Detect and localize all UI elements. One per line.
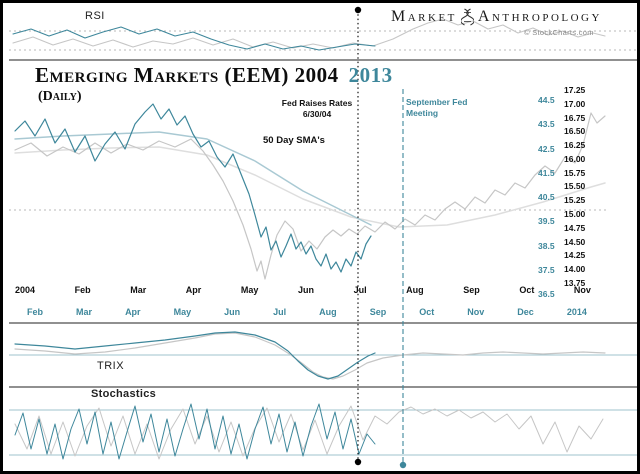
x-axis-2004: 2004 Feb Mar Apr May Jun Jul Aug Sep Oct Nov bbox=[15, 285, 591, 295]
month-label-2004: Jul bbox=[353, 285, 367, 295]
month-label-2013: Feb bbox=[27, 307, 44, 317]
stochastics-panel-label: Stochastics bbox=[91, 388, 157, 400]
price-label-2004: 15.50 bbox=[564, 181, 586, 192]
rsi-panel-label: RSI bbox=[85, 10, 105, 22]
brand-logo: Market Anthropology bbox=[391, 8, 602, 26]
month-label-2013: May bbox=[173, 307, 192, 317]
fed-raises-rates-date: 6/30/04 bbox=[302, 109, 332, 119]
trix-trix-2013-line bbox=[14, 332, 606, 380]
month-label-2004: Aug bbox=[406, 285, 424, 295]
fed-raises-rates-annotation: Fed Raises Rates 6/30/04 bbox=[279, 98, 355, 120]
month-label-2004: Feb bbox=[74, 285, 91, 295]
copyright-text: © StockCharts.com bbox=[524, 28, 594, 37]
price-label-2004: 17.00 bbox=[564, 98, 586, 109]
price-label-2004: 13.75 bbox=[564, 277, 586, 288]
month-label-2004: May bbox=[240, 285, 259, 295]
month-label-2013: Mar bbox=[76, 307, 93, 317]
stoch-stoch-2004-line bbox=[14, 403, 376, 460]
price-label-2013: 41.5 bbox=[538, 167, 555, 178]
price-label-2004: 16.50 bbox=[564, 126, 586, 137]
price-label-2004: 15.25 bbox=[564, 195, 586, 206]
y-axis-2013: 44.5 43.5 42.5 41.5 40.5 39.5 38.5 37.5 36.5 bbox=[538, 95, 562, 299]
month-label-2013: Jul bbox=[273, 307, 287, 317]
month-label-2013: 2014 bbox=[566, 307, 587, 317]
trix-panel-label: TRIX bbox=[97, 360, 125, 372]
rsi-rsi-2004-line bbox=[12, 26, 376, 51]
month-label-2004: Mar bbox=[130, 285, 147, 295]
price-eem-2004-line bbox=[14, 103, 372, 273]
price-sma50-2004-line bbox=[14, 131, 372, 226]
price-label-2004: 17.25 bbox=[564, 85, 586, 95]
month-label-2013: Aug bbox=[319, 307, 337, 317]
price-label-2004: 16.25 bbox=[564, 140, 586, 151]
dna-helix-icon bbox=[460, 8, 474, 26]
chart-canvas bbox=[9, 6, 637, 469]
month-label-2013: Oct bbox=[419, 307, 435, 317]
september-fed-meeting-annotation: September Fed Meeting bbox=[406, 97, 486, 119]
price-label-2013: 44.5 bbox=[538, 95, 555, 105]
price-label-2013: 40.5 bbox=[538, 192, 555, 202]
price-label-2013: 38.5 bbox=[538, 240, 555, 251]
price-label-2013: 43.5 bbox=[538, 119, 555, 130]
price-label-2004: 16.00 bbox=[564, 153, 586, 164]
y-axis-2004: 17.25 17.00 16.75 16.50 16.25 16.00 15.75 15.50… bbox=[564, 85, 592, 288]
chart-title-2004: Emerging Markets (EEM) 2004 bbox=[35, 63, 339, 87]
price-label-2013: 37.5 bbox=[538, 264, 555, 275]
price-label-2013: 39.5 bbox=[538, 216, 555, 227]
month-label-2013: Sep bbox=[369, 307, 387, 317]
brand-name-right: Anthropology bbox=[477, 8, 602, 25]
month-label-2013: Jun bbox=[224, 307, 241, 317]
price-label-2004: 16.75 bbox=[564, 112, 586, 123]
price-label-2004: 15.75 bbox=[564, 167, 586, 178]
price-label-2004: 14.00 bbox=[564, 264, 586, 275]
month-label-2004: Oct bbox=[519, 285, 535, 295]
month-label-2004: 2004 bbox=[15, 285, 36, 295]
september-fed-text-1: September Fed bbox=[406, 97, 468, 107]
sma-annotation: 50 Day SMA's bbox=[263, 135, 325, 146]
chart-subtitle: (Daily) bbox=[38, 89, 82, 104]
trix-trix-2004-line bbox=[14, 331, 376, 380]
chart-title: Emerging Markets (EEM) 2004 2013 bbox=[35, 63, 393, 88]
fed-raises-rates-text: Fed Raises Rates bbox=[281, 98, 353, 108]
september-fed-text-2: Meeting bbox=[406, 108, 439, 118]
price-label-2013: 42.5 bbox=[538, 143, 555, 154]
price-label-2004: 14.75 bbox=[564, 222, 586, 233]
fed-raises-rates-marker-dot bbox=[354, 6, 362, 14]
price-label-2004: 14.25 bbox=[564, 250, 586, 261]
month-label-2004: Apr bbox=[185, 285, 202, 295]
chart-title-2013: 2013 bbox=[348, 63, 393, 87]
price-label-2004: 14.50 bbox=[564, 236, 586, 247]
month-label-2013: Apr bbox=[125, 307, 141, 317]
month-label-2013: Nov bbox=[467, 307, 485, 317]
price-sma50-2013-line bbox=[14, 146, 606, 228]
month-label-2013: Dec bbox=[517, 307, 534, 317]
month-label-2004: Jun bbox=[297, 285, 314, 295]
price-label-2004: 15.00 bbox=[564, 209, 586, 220]
september-fed-meeting-marker-dot bbox=[399, 461, 407, 469]
brand-name-left: Market bbox=[391, 8, 457, 25]
price-eem-2013-line bbox=[14, 112, 606, 280]
fed-raises-rates-marker-dot bbox=[354, 458, 362, 466]
x-axis-2013: Feb Mar Apr May Jun Jul Aug Sep Oct Nov Dec 2014 bbox=[27, 307, 587, 317]
price-label-2013: 36.5 bbox=[538, 289, 555, 299]
month-label-2004: Nov bbox=[573, 285, 591, 295]
month-label-2004: Sep bbox=[463, 285, 480, 295]
